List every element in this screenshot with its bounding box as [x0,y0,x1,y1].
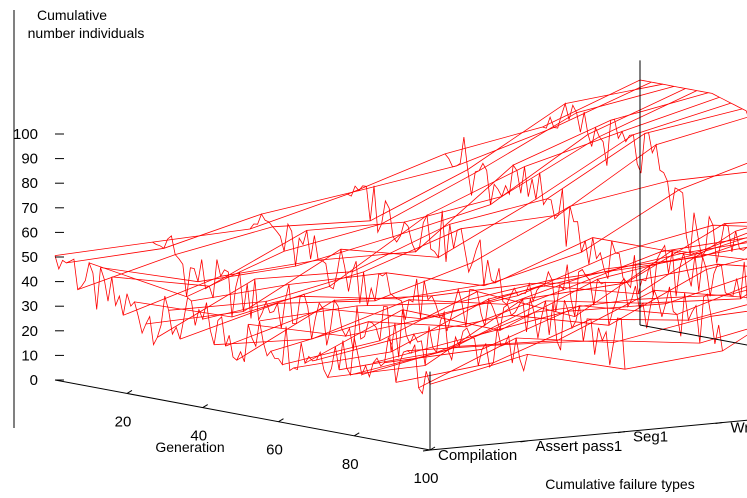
mesh-line-generation [328,204,747,377]
mesh-line-generation [373,221,747,363]
surface-mesh [55,80,747,394]
x-tick-label: 100 [413,470,438,487]
mesh-line-generation [101,89,686,282]
z-tick-label: 90 [21,151,38,168]
y-axis-label: Cumulative failure types [545,476,694,492]
z-tick-label: 20 [21,323,38,340]
x-tick-label: 80 [342,456,359,473]
z-tick-label: 40 [21,274,38,291]
z-axis-label-line2: number individuals [28,25,145,41]
y-category-label: Seg1 [633,429,668,446]
mesh-line-generation [78,84,663,289]
mesh-line-generation [135,97,720,317]
z-tick-label: 0 [30,372,38,389]
x-tick-mark [354,433,359,436]
back-base-edge [640,325,747,395]
z-tick-label: 100 [13,126,38,143]
mesh-line-generation [89,86,674,296]
x-tick-label: 60 [266,442,283,459]
mesh-line-generation [112,91,697,287]
x-tick-mark [127,390,132,393]
tick-labels: 010203040506070809010020406080100Compila… [13,126,747,487]
z-tick-label: 50 [21,249,38,266]
axes [14,10,747,451]
mesh-line-generation [55,80,640,256]
z-tick-label: 10 [21,347,38,364]
x-tick-mark [278,419,283,422]
mesh-line-generation [430,245,747,384]
x-axis-line [55,380,430,450]
mesh-line-generation [123,93,708,316]
mesh-line-generation [351,232,747,375]
y-category-label: Assert pass1 [536,438,623,455]
z-tick-label: 30 [21,298,38,315]
z-axis-label-line1: Cumulative [37,7,107,23]
y-category-label: Compilation [438,447,517,464]
y-tick-mark [423,450,430,451]
x-tick-label: 20 [115,413,132,430]
mesh-line-generation [339,221,747,369]
z-tick-label: 80 [21,175,38,192]
x-tick-mark [203,405,208,408]
z-tick-label: 60 [21,224,38,241]
z-tick-label: 70 [21,200,38,217]
y-category-label: Wrong pass1 [731,420,747,437]
x-axis-label: Generation [155,439,224,455]
